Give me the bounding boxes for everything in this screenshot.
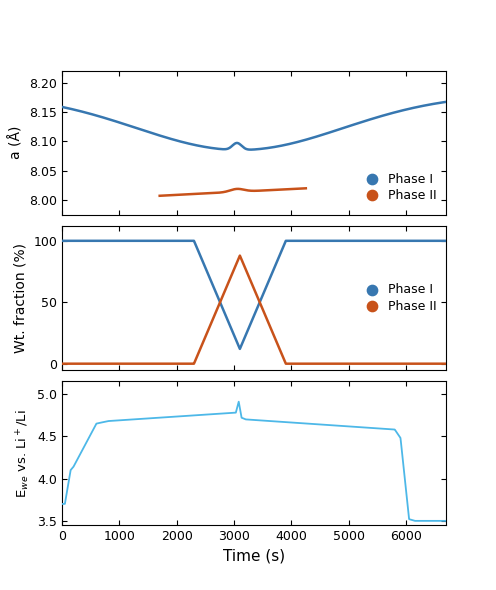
Legend: Phase I, Phase II: Phase I, Phase II: [354, 168, 441, 206]
Legend: Phase I, Phase II: Phase I, Phase II: [354, 278, 441, 317]
Y-axis label: a (Å): a (Å): [9, 126, 24, 159]
Y-axis label: E$_{we}$ vs. Li$^+$/Li: E$_{we}$ vs. Li$^+$/Li: [14, 409, 32, 497]
X-axis label: Time (s): Time (s): [223, 549, 285, 563]
Y-axis label: Wt. fraction (%): Wt. fraction (%): [14, 243, 28, 353]
